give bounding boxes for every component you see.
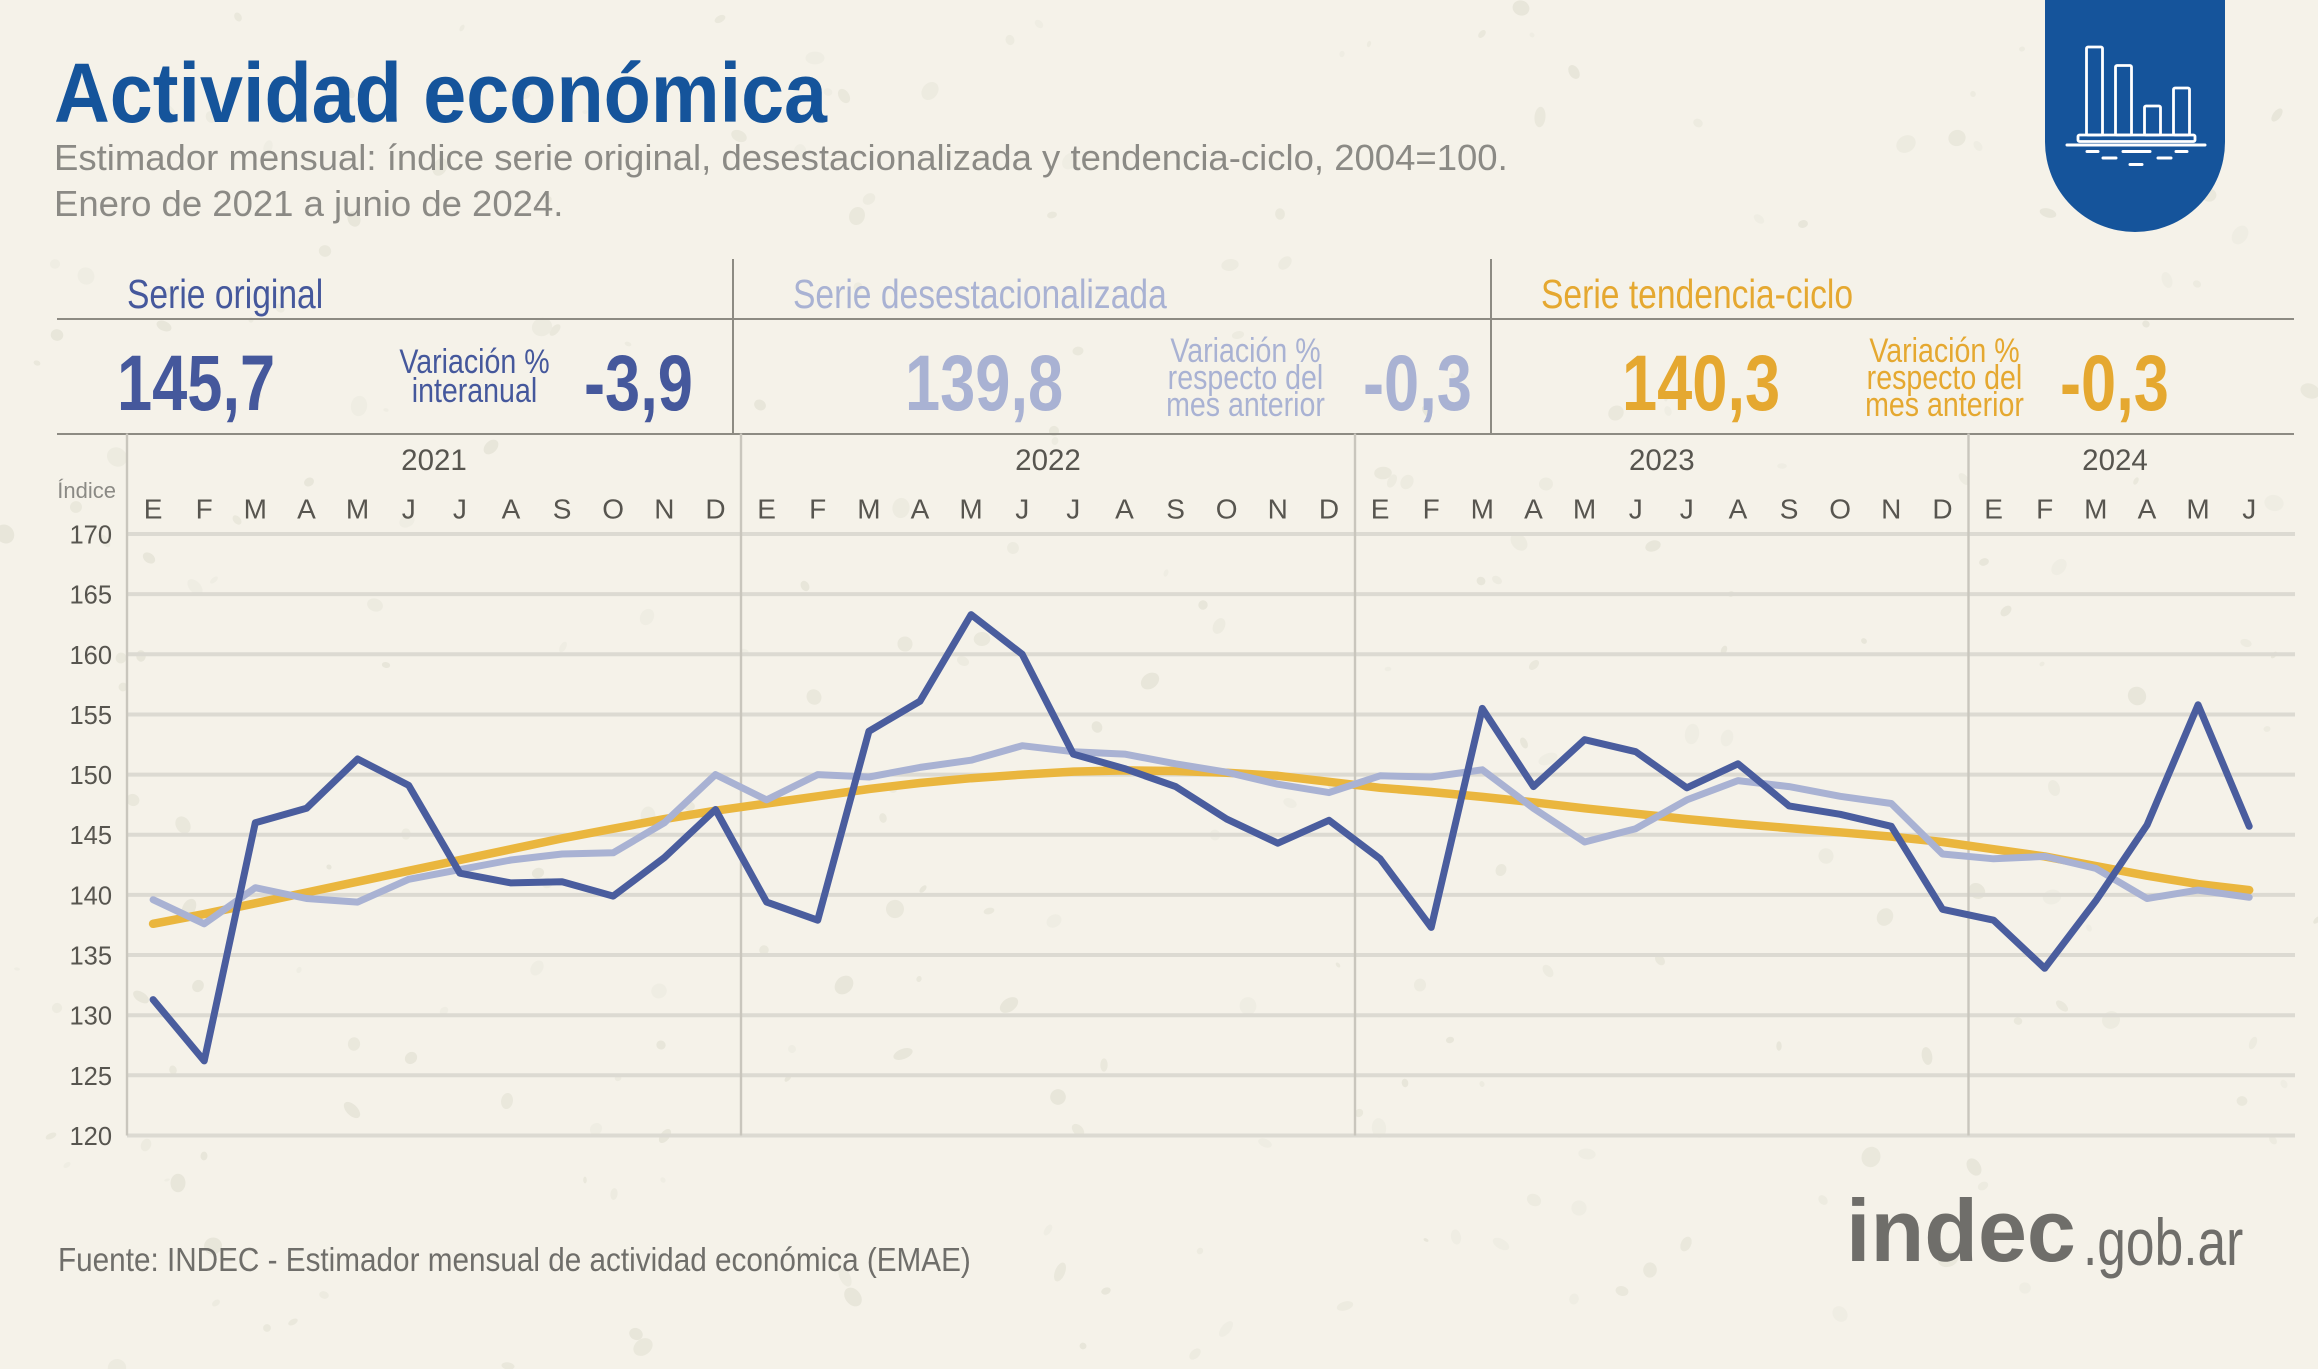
svg-text:M: M: [857, 494, 880, 525]
svg-text:J: J: [1629, 494, 1643, 525]
svg-text:E: E: [757, 494, 776, 525]
svg-text:140: 140: [69, 882, 112, 910]
svg-text:2022: 2022: [1015, 444, 1081, 477]
svg-text:O: O: [1216, 494, 1238, 525]
svg-text:O: O: [602, 494, 624, 525]
svg-text:S: S: [553, 494, 572, 525]
svg-text:N: N: [654, 494, 674, 525]
svg-text:O: O: [1829, 494, 1851, 525]
svg-text:J: J: [453, 494, 467, 525]
svg-text:145: 145: [69, 822, 112, 850]
svg-text:D: D: [1319, 494, 1339, 525]
svg-text:S: S: [1780, 494, 1799, 525]
svg-text:M: M: [2084, 494, 2107, 525]
svg-text:170: 170: [69, 522, 112, 550]
svg-text:Índice: Índice: [57, 478, 116, 503]
svg-text:N: N: [1881, 494, 1901, 525]
svg-text:A: A: [1115, 494, 1134, 525]
svg-text:J: J: [1015, 494, 1029, 525]
svg-text:D: D: [1932, 494, 1952, 525]
svg-text:2023: 2023: [1629, 444, 1695, 477]
svg-text:125: 125: [69, 1063, 112, 1091]
svg-text:A: A: [297, 494, 316, 525]
svg-text:E: E: [1371, 494, 1390, 525]
svg-text:J: J: [2242, 494, 2256, 525]
svg-text:J: J: [402, 494, 416, 525]
svg-text:M: M: [346, 494, 369, 525]
svg-text:130: 130: [69, 1003, 112, 1031]
svg-text:A: A: [2138, 494, 2157, 525]
svg-text:E: E: [1984, 494, 2003, 525]
svg-text:M: M: [959, 494, 982, 525]
svg-text:J: J: [1680, 494, 1694, 525]
svg-text:M: M: [1471, 494, 1494, 525]
svg-text:D: D: [705, 494, 725, 525]
svg-text:135: 135: [69, 943, 112, 971]
svg-text:A: A: [502, 494, 521, 525]
svg-text:M: M: [1573, 494, 1596, 525]
svg-text:A: A: [911, 494, 930, 525]
svg-text:S: S: [1166, 494, 1185, 525]
svg-text:M: M: [244, 494, 267, 525]
svg-text:A: A: [1524, 494, 1543, 525]
svg-text:J: J: [1066, 494, 1080, 525]
svg-text:F: F: [809, 494, 826, 525]
svg-text:2021: 2021: [401, 444, 467, 477]
svg-text:N: N: [1268, 494, 1288, 525]
svg-text:155: 155: [69, 702, 112, 730]
svg-text:165: 165: [69, 582, 112, 610]
svg-text:150: 150: [69, 762, 112, 790]
svg-text:M: M: [2186, 494, 2209, 525]
svg-text:160: 160: [69, 642, 112, 670]
svg-text:E: E: [144, 494, 163, 525]
svg-text:120: 120: [69, 1123, 112, 1151]
svg-text:F: F: [2036, 494, 2053, 525]
svg-text:2024: 2024: [2082, 444, 2148, 477]
svg-text:A: A: [1729, 494, 1748, 525]
svg-text:F: F: [196, 494, 213, 525]
svg-text:F: F: [1423, 494, 1440, 525]
